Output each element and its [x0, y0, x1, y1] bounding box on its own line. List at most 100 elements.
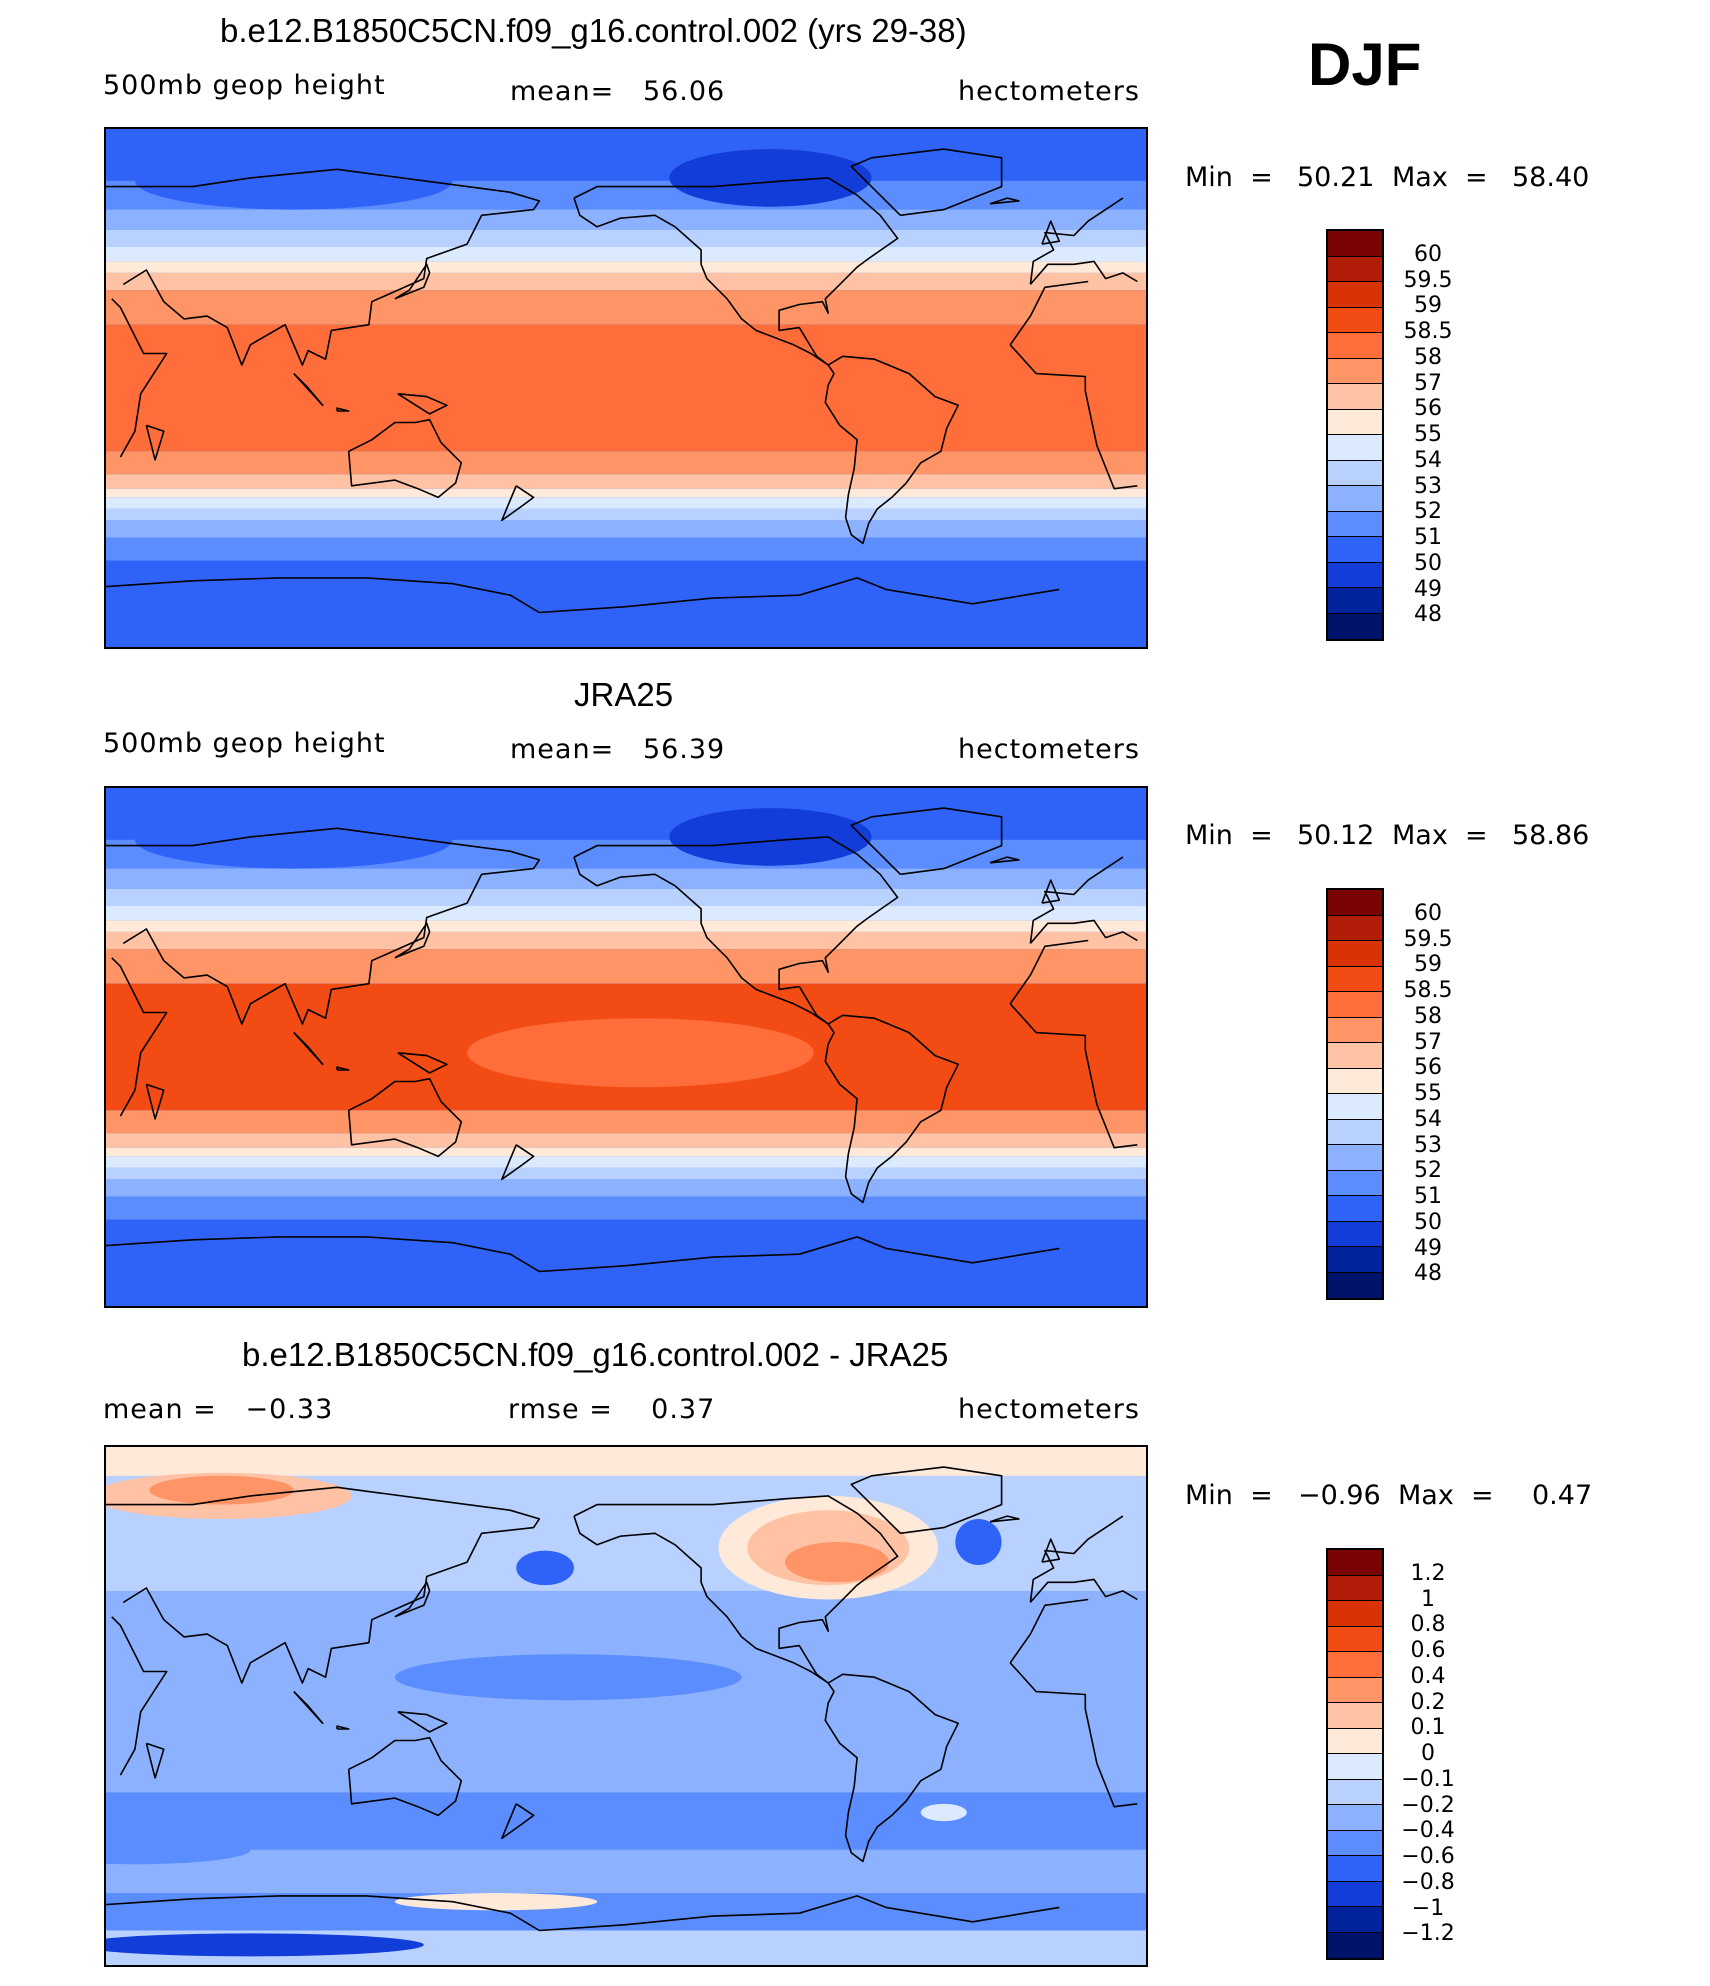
contour-blob: [784, 1541, 889, 1583]
coastline: [573, 836, 899, 1025]
contour-band: [106, 1156, 1146, 1168]
coastline: [347, 418, 463, 499]
coastline: [397, 393, 448, 415]
colorbar-tick-label: 50: [1414, 550, 1442, 576]
coastline: [336, 1066, 350, 1071]
contour-blob: [106, 1933, 424, 1957]
colorbar-tick-label: 57: [1414, 370, 1442, 396]
colorbar-tick-label: 49: [1414, 1235, 1442, 1261]
colorbar-swatch: [1328, 1626, 1382, 1652]
colorbar-tick-label: 52: [1414, 499, 1442, 525]
contour-band: [106, 229, 1146, 247]
coastline: [850, 807, 1003, 876]
contour-blob: [669, 808, 872, 866]
contour-blob: [467, 1018, 814, 1088]
colorbar-tick-label: 50: [1414, 1209, 1442, 1235]
panel-1-colorbar: [1326, 229, 1384, 641]
colorbar-tick-label: 59.5: [1403, 926, 1453, 952]
colorbar-swatch: [1328, 1017, 1382, 1043]
colorbar-tick-label: 53: [1414, 473, 1442, 499]
coastline: [293, 1032, 324, 1066]
panel-2-title: JRA25: [574, 676, 674, 713]
colorbar-swatch: [1328, 613, 1382, 639]
contour-band: [106, 1447, 1146, 1476]
contour-band: [106, 209, 1146, 230]
colorbar-tick-label: 57: [1414, 1029, 1442, 1055]
colorbar-tick-label: 56: [1414, 1055, 1442, 1081]
colorbar-swatch: [1328, 588, 1382, 614]
colorbar-swatch: [1328, 1145, 1382, 1171]
colorbar-tick-label: 1: [1421, 1586, 1435, 1612]
panel-2-map: [104, 786, 1148, 1308]
colorbar-tick-label: 55: [1414, 422, 1442, 447]
contour-blob: [669, 149, 872, 207]
contour-band: [106, 1179, 1146, 1197]
panel-3-mean-label: mean = −0.33: [103, 1394, 334, 1425]
colorbar-tick-label: 59: [1414, 952, 1442, 978]
coastline: [850, 148, 1003, 217]
contour-blob: [134, 811, 453, 869]
colorbar-swatch: [1328, 1677, 1382, 1703]
colorbar-tick-label: 51: [1414, 1184, 1442, 1209]
colorbar-tick-label: 54: [1414, 447, 1442, 473]
colorbar-swatch: [1328, 486, 1382, 512]
colorbar-tick-label: 0.8: [1410, 1612, 1446, 1638]
colorbar-swatch: [1328, 1652, 1382, 1678]
contour-band: [106, 1147, 1146, 1157]
coastline: [106, 1895, 1060, 1932]
colorbar-swatch: [1328, 1601, 1382, 1627]
colorbar-swatch: [1328, 1196, 1382, 1222]
contour-band: [106, 931, 1146, 950]
colorbar-swatch: [1328, 890, 1382, 916]
panel-3-max-value: 0.47: [1532, 1480, 1593, 1511]
coastline: [106, 827, 1138, 1025]
colorbar-swatch: [1328, 1170, 1382, 1196]
coastline: [850, 1466, 1003, 1535]
colorbar-swatch: [1328, 358, 1382, 384]
panel-2-min-value: 50.12: [1297, 820, 1375, 851]
colorbar-tick-label: 0.4: [1410, 1663, 1446, 1689]
colorbar-tick-label: 56: [1414, 396, 1442, 422]
colorbar-swatch: [1328, 1221, 1382, 1247]
colorbar-tick-label: −0.8: [1401, 1869, 1455, 1895]
colorbar-tick-label: −1.2: [1401, 1921, 1455, 1947]
colorbar-swatch: [1328, 333, 1382, 359]
contour-blob: [134, 152, 453, 210]
contour-band: [106, 949, 1146, 984]
coastline: [106, 1486, 1138, 1684]
panel-1-min-value: 50.21: [1297, 162, 1375, 193]
colorbar-tick-label: 0.1: [1410, 1715, 1446, 1741]
colorbar-tick-label: −1: [1411, 1895, 1445, 1921]
contour-band: [106, 1792, 1146, 1850]
colorbar-swatch: [1328, 992, 1382, 1018]
contour-band: [106, 488, 1146, 498]
contour-band: [106, 261, 1146, 273]
panel-3-max-label: Max =: [1398, 1480, 1494, 1511]
panel-3-title: b.e12.B1850C5CN.f09_g16.control.002 - JR…: [242, 1336, 949, 1373]
coastline: [501, 1803, 535, 1840]
colorbar-swatch: [1328, 1907, 1382, 1933]
coastline: [824, 1673, 959, 1863]
panel-2-colorbar: [1326, 888, 1384, 1300]
colorbar-tick-label: 0.6: [1410, 1638, 1446, 1663]
coastline: [293, 373, 324, 407]
colorbar-swatch: [1328, 915, 1382, 941]
colorbar-swatch: [1328, 1856, 1382, 1882]
coastline: [501, 1144, 535, 1181]
coastline: [573, 1495, 899, 1684]
colorbar-swatch: [1328, 307, 1382, 333]
coastline: [145, 424, 165, 461]
panel-1-max-label: Max =: [1392, 162, 1488, 193]
colorbar-swatch: [1328, 1043, 1382, 1069]
contour-band: [106, 290, 1146, 325]
coastline: [824, 355, 959, 545]
coastline: [145, 1742, 165, 1779]
coastline: [397, 1052, 448, 1074]
coastline: [111, 1598, 1138, 1808]
colorbar-swatch: [1328, 460, 1382, 486]
contour-band: [106, 1167, 1146, 1180]
contour-band: [106, 920, 1146, 932]
contour-blob: [106, 1835, 251, 1865]
colorbar-swatch: [1328, 1779, 1382, 1805]
panel-3-rmse-label: rmse = 0.37: [508, 1394, 716, 1425]
